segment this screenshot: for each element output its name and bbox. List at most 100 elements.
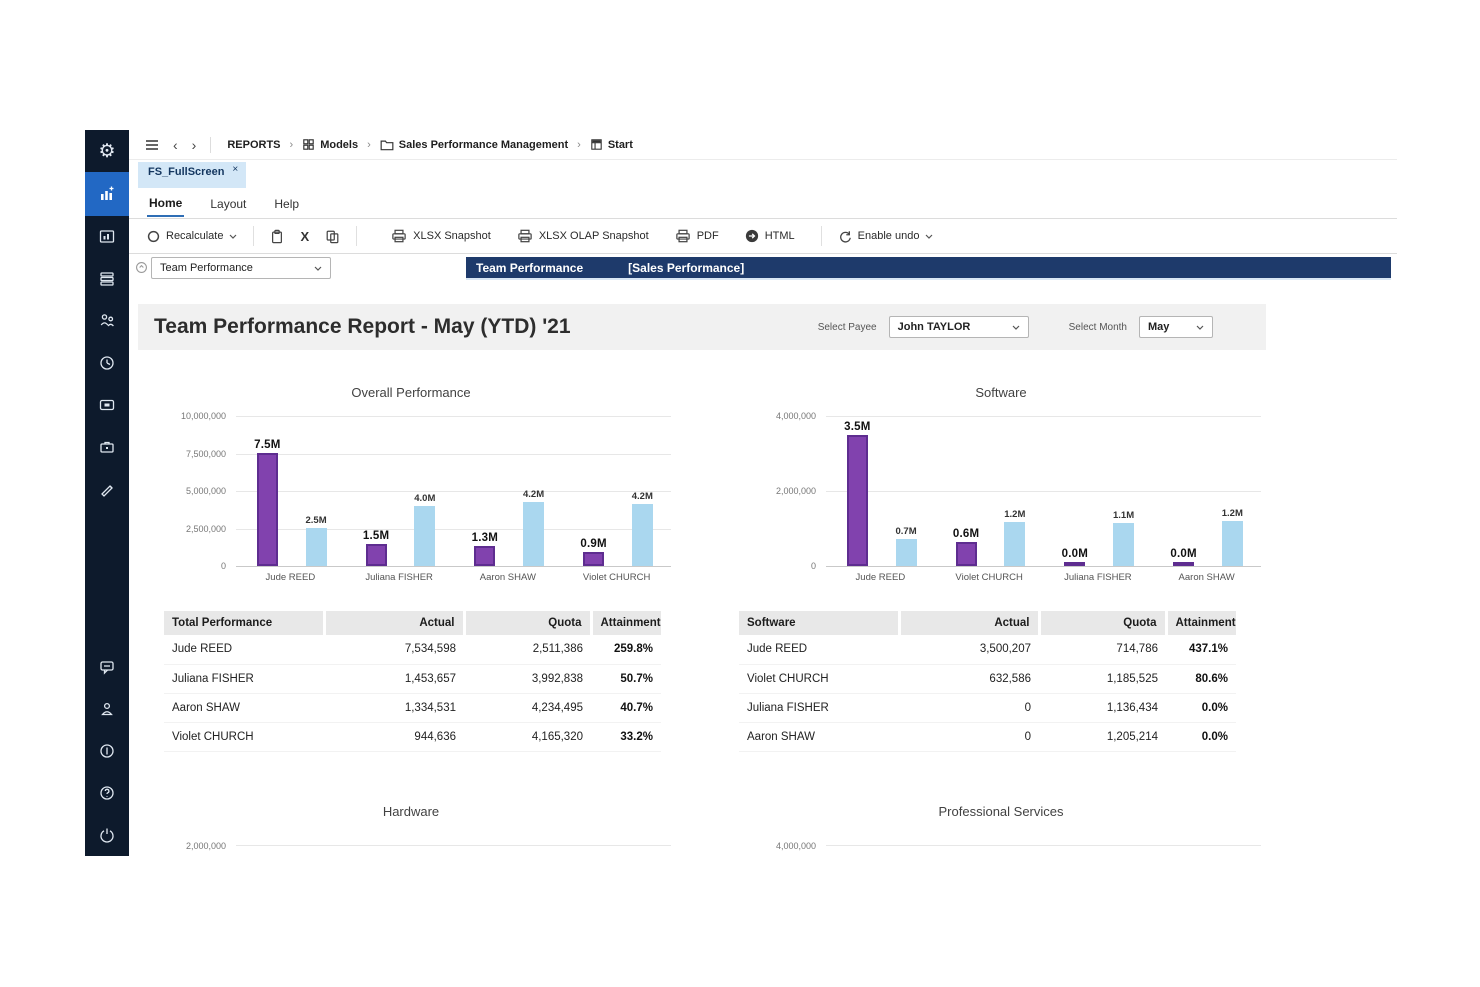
- table-cell: 50.7%: [591, 664, 661, 693]
- chat-icon[interactable]: [85, 646, 129, 688]
- table-cell: 3,992,838: [464, 664, 591, 693]
- month-select[interactable]: May: [1139, 316, 1213, 338]
- analytics-icon[interactable]: [85, 172, 129, 216]
- bar-value-label: 4.0M: [414, 493, 435, 504]
- sheet-title-bar: Team Performance [Sales Performance]: [466, 257, 1391, 278]
- breadcrumb: ‹ › REPORTS › Models › Sales Performance…: [129, 130, 1397, 160]
- table-cell: 7,534,598: [324, 635, 464, 664]
- reports-icon[interactable]: [85, 216, 129, 258]
- table-cell: 1,453,657: [324, 664, 464, 693]
- bar-value-label: 0.9M: [580, 538, 606, 550]
- sheet-selector-row: Team Performance Team Performance [Sales…: [129, 254, 1397, 282]
- left-nav-sidebar: ⚙: [85, 130, 129, 856]
- bar-group: 0.0M1.1M: [1044, 416, 1153, 566]
- main-area: ‹ › REPORTS › Models › Sales Performance…: [129, 130, 1397, 856]
- table-cell: 1,334,531: [324, 693, 464, 722]
- breadcrumb-start[interactable]: Start: [590, 138, 633, 151]
- bar-quota-aaron-shaw: [1222, 521, 1243, 566]
- table-header-cell: Actual: [899, 611, 1039, 635]
- briefcase-icon[interactable]: [85, 426, 129, 468]
- close-icon[interactable]: ×: [232, 164, 238, 175]
- gridline: [236, 566, 671, 567]
- menu-home[interactable]: Home: [147, 191, 184, 217]
- bar-quota-jude-reed: [896, 539, 917, 566]
- bar-group: 1.3M4.2M: [454, 416, 563, 566]
- bar-value-label: 0.0M: [1062, 548, 1088, 560]
- power-icon[interactable]: [85, 814, 129, 856]
- tab-fs-fullscreen[interactable]: FS_FullScreen ×: [138, 162, 246, 188]
- menu-help[interactable]: Help: [272, 192, 301, 216]
- y-tick-label: 2,500,000: [186, 524, 226, 534]
- pdf-button[interactable]: PDF: [667, 229, 727, 243]
- payee-select[interactable]: John TAYLOR: [889, 316, 1029, 338]
- user-icon[interactable]: [85, 688, 129, 730]
- hamburger-menu-icon[interactable]: [145, 139, 159, 151]
- help-icon[interactable]: [85, 772, 129, 814]
- table-cell: Jude REED: [739, 635, 899, 664]
- copy-button[interactable]: [317, 229, 348, 244]
- app-logo-icon[interactable]: ⚙: [85, 130, 129, 172]
- bar-group: 0.6M 1.2M: [935, 416, 1044, 566]
- grid-icon: [302, 138, 315, 151]
- x-category-label: Violet CHURCH: [562, 572, 671, 583]
- chevron-down-icon: [1012, 325, 1020, 330]
- table-row: Violet CHURCH944,6364,165,32033.2%: [164, 722, 661, 751]
- table-header-cell: Quota: [464, 611, 591, 635]
- html-button[interactable]: HTML: [737, 229, 803, 243]
- sheet-select[interactable]: Team Performance: [151, 257, 331, 279]
- back-icon[interactable]: ‹: [173, 137, 178, 153]
- forward-icon[interactable]: ›: [192, 137, 197, 153]
- bar-actual-violet-church: [956, 542, 977, 566]
- x-category-label: Juliana FISHER: [1044, 572, 1153, 583]
- table-cell: Aaron SHAW: [739, 722, 899, 751]
- xlsx-olap-snapshot-button[interactable]: XLSX OLAP Snapshot: [509, 229, 657, 243]
- bar-value-label: 7.5M: [254, 439, 280, 451]
- bar-value-label: 1.2M: [1222, 508, 1243, 519]
- clock-icon[interactable]: [85, 342, 129, 384]
- lists-icon[interactable]: [85, 258, 129, 300]
- table-cell: 4,165,320: [464, 722, 591, 751]
- tab-bar: FS_FullScreen ×: [129, 160, 1397, 190]
- cut-icon: X: [300, 229, 309, 244]
- charts-row: Overall Performance 10,000,0007,500,0005…: [151, 385, 1397, 583]
- table-row: Jude REED3,500,207714,786437.1%: [739, 635, 1236, 664]
- breadcrumb-sales-performance-management[interactable]: Sales Performance Management: [380, 139, 568, 151]
- y-tick-label: 5,000,000: [186, 486, 226, 496]
- bar-value-label: 1.2M: [1004, 509, 1025, 520]
- media-icon[interactable]: [85, 384, 129, 426]
- y-tick-label: 4,000,000: [776, 411, 816, 421]
- cut-button[interactable]: X: [292, 229, 317, 244]
- x-category-label: Aaron SHAW: [454, 572, 563, 583]
- breadcrumb-reports[interactable]: REPORTS: [227, 139, 280, 151]
- snapshot-icon: [675, 229, 691, 243]
- bar-value-label: 0.7M: [896, 526, 917, 537]
- table-header-cell: Actual: [324, 611, 464, 635]
- power-pause-icon[interactable]: [85, 730, 129, 772]
- bar-value-label: 0.0M: [1170, 548, 1196, 560]
- recalculate-button[interactable]: Recalculate: [139, 230, 245, 243]
- table-cell: 0.0%: [1166, 693, 1236, 722]
- pen-icon[interactable]: [85, 468, 129, 510]
- bottom-charts-row: Hardware 2,000,000 Professional Services…: [151, 804, 1397, 851]
- table-header-cell: Software: [739, 611, 899, 635]
- chevron-down-icon: [1196, 325, 1204, 330]
- users-icon[interactable]: [85, 300, 129, 342]
- y-tick-label: 0: [221, 561, 226, 571]
- table-cell: 1,136,434: [1039, 693, 1166, 722]
- bar-group: 3.5M0.7M: [826, 416, 935, 566]
- table-cell: 0: [899, 722, 1039, 751]
- chevron-down-icon: [925, 234, 933, 239]
- x-category-label: Aaron SHAW: [1152, 572, 1261, 583]
- bar-quota-jude-reed: [306, 528, 327, 566]
- table-row: Aaron SHAW1,334,5314,234,49540.7%: [164, 693, 661, 722]
- bar-value-label: 0.6M: [953, 528, 979, 540]
- snapshot-icon: [517, 229, 533, 243]
- report-canvas: Team Performance Report - May (YTD) '21 …: [129, 282, 1397, 856]
- table-cell: 1,185,525: [1039, 664, 1166, 693]
- menu-layout[interactable]: Layout: [208, 192, 248, 216]
- snapshot-icon: [391, 229, 407, 243]
- enable-undo-button[interactable]: Enable undo: [830, 230, 942, 243]
- xlsx-snapshot-button[interactable]: XLSX Snapshot: [383, 229, 499, 243]
- paste-button[interactable]: [262, 229, 292, 244]
- breadcrumb-models[interactable]: Models: [302, 138, 358, 151]
